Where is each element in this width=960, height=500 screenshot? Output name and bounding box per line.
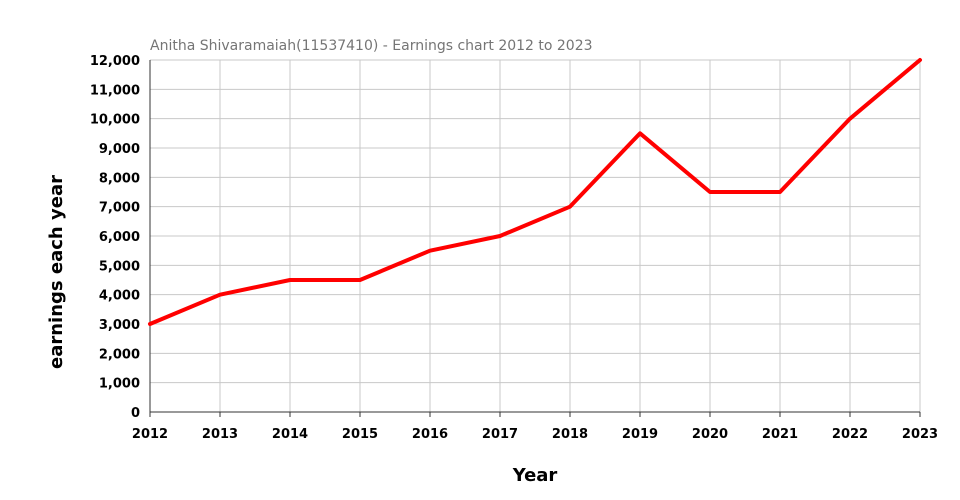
y-tick-label: 4,000 — [99, 289, 140, 304]
x-tick-label: 2012 — [132, 427, 168, 442]
y-tick-label: 3,000 — [99, 318, 140, 333]
x-tick-label: 2023 — [902, 427, 938, 442]
y-tick-label: 2,000 — [99, 347, 140, 362]
x-tick-label: 2018 — [552, 427, 588, 442]
y-tick-label: 7,000 — [99, 201, 140, 216]
y-tick-label: 10,000 — [90, 113, 140, 128]
x-axis-label: Year — [512, 465, 558, 486]
y-tick-label: 9,000 — [99, 142, 140, 157]
y-axis-label: earnings each year — [46, 175, 67, 369]
series-layer — [148, 58, 922, 326]
y-tick-label: 5,000 — [99, 259, 140, 274]
y-tick-label: 12,000 — [90, 54, 140, 69]
x-tick-label: 2020 — [692, 427, 728, 442]
x-tick-label: 2022 — [832, 427, 868, 442]
x-tick-label: 2014 — [272, 427, 308, 442]
x-tick-label: 2019 — [622, 427, 658, 442]
x-tick-label: 2016 — [412, 427, 448, 442]
x-tick-label: 2013 — [202, 427, 238, 442]
x-tick-label: 2017 — [482, 427, 518, 442]
chart-title: Anitha Shivaramaiah(11537410) - Earnings… — [150, 38, 593, 54]
x-tick-label: 2015 — [342, 427, 378, 442]
earnings-series-line — [148, 58, 922, 326]
y-tick-label: 1,000 — [99, 377, 140, 392]
y-tick-label: 0 — [131, 406, 140, 421]
x-tick-label: 2021 — [762, 427, 798, 442]
y-tick-label: 11,000 — [90, 83, 140, 98]
y-axis-ticks: 0 1,000 2,000 3,000 4,000 5,000 6,000 7,000 8,00… — [90, 54, 140, 421]
x-axis-ticks: 2012 2013 2014 2015 2016 2017 2018 2019 2020 2021… — [132, 427, 938, 442]
y-tick-label: 6,000 — [99, 230, 140, 245]
axes — [149, 60, 921, 417]
grid-lines — [150, 59, 921, 412]
y-tick-label: 8,000 — [99, 171, 140, 186]
